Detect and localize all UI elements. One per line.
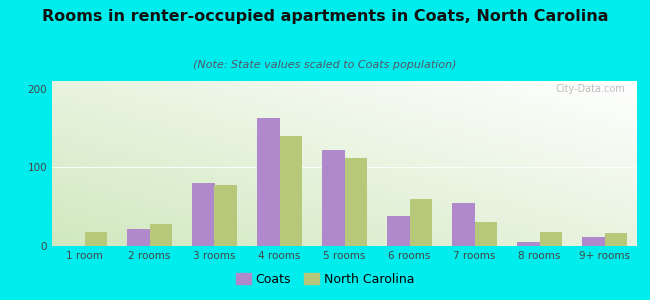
Bar	[410, 199, 432, 246]
Bar	[192, 183, 215, 246]
Bar	[344, 158, 367, 246]
Text: Rooms in renter-occupied apartments in Coats, North Carolina: Rooms in renter-occupied apartments in C…	[42, 9, 608, 24]
Legend: Coats, North Carolina: Coats, North Carolina	[231, 268, 419, 291]
Bar	[280, 136, 302, 246]
Bar	[214, 185, 237, 246]
Text: City-Data.com: City-Data.com	[556, 84, 625, 94]
Bar	[127, 229, 150, 246]
Bar	[257, 118, 280, 246]
Bar	[474, 222, 497, 246]
Bar	[517, 242, 540, 246]
Bar	[452, 203, 474, 246]
Text: (Note: State values scaled to Coats population): (Note: State values scaled to Coats popu…	[193, 60, 457, 70]
Bar	[84, 232, 107, 246]
Bar	[387, 216, 410, 246]
Bar	[540, 232, 562, 246]
Bar	[150, 224, 172, 246]
Bar	[582, 237, 604, 246]
Bar	[322, 150, 344, 246]
Bar	[604, 233, 627, 246]
